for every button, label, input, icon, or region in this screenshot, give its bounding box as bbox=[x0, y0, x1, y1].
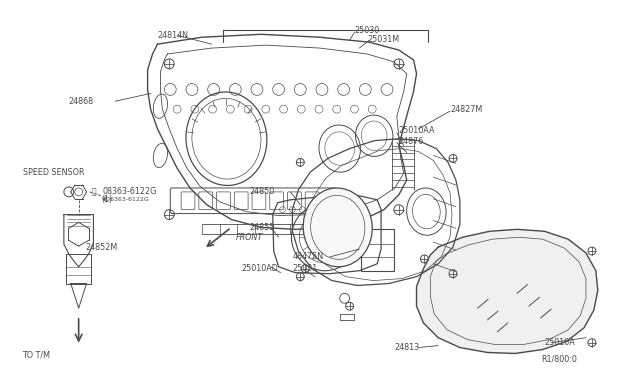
Text: 24813: 24813 bbox=[394, 343, 419, 352]
Ellipse shape bbox=[303, 188, 372, 267]
Text: 48475N: 48475N bbox=[292, 253, 324, 262]
Text: 25010A: 25010A bbox=[545, 338, 575, 347]
Text: 25010AA: 25010AA bbox=[399, 126, 435, 135]
Text: 25010AD: 25010AD bbox=[241, 264, 278, 273]
Polygon shape bbox=[417, 230, 598, 353]
Text: 24850: 24850 bbox=[249, 187, 275, 196]
Text: ❦06363-6122G: ❦06363-6122G bbox=[101, 197, 149, 202]
Text: Ⓢ: Ⓢ bbox=[92, 187, 96, 196]
Text: (1): (1) bbox=[101, 195, 113, 204]
Text: 25030: 25030 bbox=[355, 26, 380, 35]
Text: 25031M: 25031M bbox=[367, 35, 399, 44]
Text: 24827M: 24827M bbox=[450, 105, 483, 114]
Text: FRONT: FRONT bbox=[236, 233, 264, 242]
Text: 25031: 25031 bbox=[292, 264, 317, 273]
Text: R1/800:0: R1/800:0 bbox=[541, 355, 577, 364]
Text: 24855: 24855 bbox=[249, 223, 275, 232]
Text: 24852M: 24852M bbox=[86, 243, 118, 251]
Text: 24868: 24868 bbox=[69, 97, 94, 106]
Text: 08363-6122G: 08363-6122G bbox=[102, 187, 157, 196]
Text: 24876: 24876 bbox=[399, 137, 424, 146]
Text: SPEED SENSOR: SPEED SENSOR bbox=[22, 168, 84, 177]
Text: TO T/M: TO T/M bbox=[22, 351, 51, 360]
Text: 24814N: 24814N bbox=[157, 31, 188, 40]
